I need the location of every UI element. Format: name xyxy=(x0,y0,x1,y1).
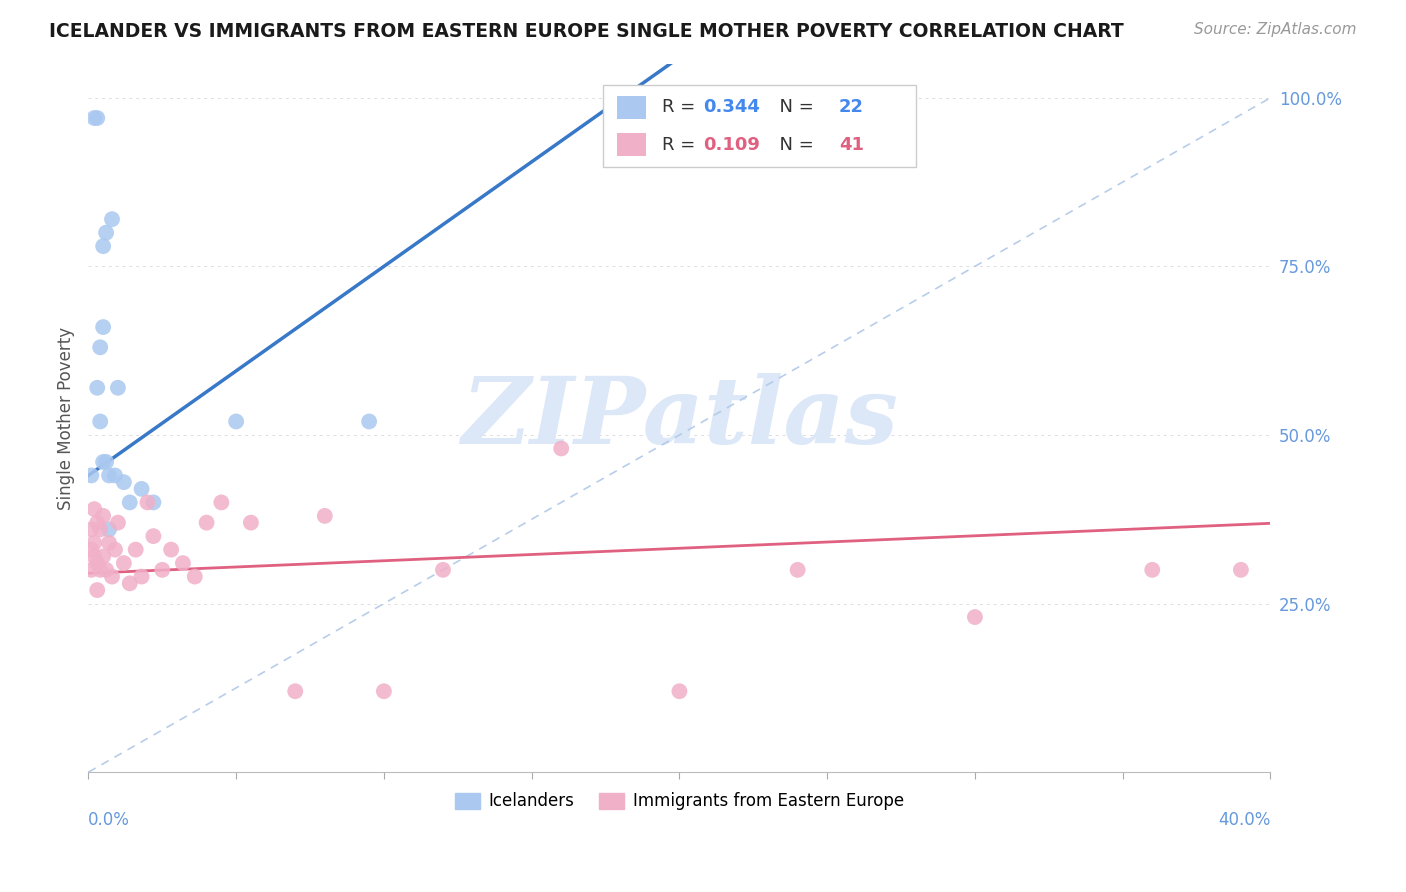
Point xyxy=(91,455,114,469)
Point xyxy=(432,563,454,577)
Point xyxy=(963,610,986,624)
Point xyxy=(91,320,114,334)
Point xyxy=(112,556,135,570)
Point xyxy=(550,442,572,456)
Point xyxy=(98,468,121,483)
Text: 0.344: 0.344 xyxy=(703,98,759,116)
Point xyxy=(786,563,808,577)
Point xyxy=(83,111,105,125)
Point xyxy=(150,563,173,577)
Point xyxy=(104,468,127,483)
Point xyxy=(112,475,135,490)
Text: 22: 22 xyxy=(839,98,865,116)
Text: R =: R = xyxy=(662,98,700,116)
Point xyxy=(118,495,141,509)
FancyBboxPatch shape xyxy=(617,134,647,156)
Point xyxy=(107,381,129,395)
Point xyxy=(83,536,105,550)
Point xyxy=(209,495,232,509)
Point xyxy=(101,212,124,227)
Point xyxy=(142,495,165,509)
Text: 41: 41 xyxy=(839,136,865,153)
Point xyxy=(225,415,247,429)
Point xyxy=(89,522,111,536)
Y-axis label: Single Mother Poverty: Single Mother Poverty xyxy=(58,326,75,509)
Point xyxy=(118,576,141,591)
Point xyxy=(86,111,108,125)
Point xyxy=(86,556,108,570)
Point xyxy=(359,415,381,429)
Point xyxy=(94,455,117,469)
Point xyxy=(373,684,395,698)
FancyBboxPatch shape xyxy=(603,86,915,167)
Point xyxy=(91,508,114,523)
Point xyxy=(160,542,183,557)
Point xyxy=(89,340,111,354)
Point xyxy=(91,549,114,564)
Text: N =: N = xyxy=(768,98,820,116)
Point xyxy=(131,482,153,496)
Text: ICELANDER VS IMMIGRANTS FROM EASTERN EUROPE SINGLE MOTHER POVERTY CORRELATION CH: ICELANDER VS IMMIGRANTS FROM EASTERN EUR… xyxy=(49,22,1123,41)
Point xyxy=(80,468,103,483)
Text: ZIPatlas: ZIPatlas xyxy=(461,373,898,463)
Point xyxy=(86,516,108,530)
Point xyxy=(184,569,207,583)
Point xyxy=(83,502,105,516)
Point xyxy=(94,563,117,577)
Point xyxy=(80,522,103,536)
Point xyxy=(1142,563,1164,577)
Point xyxy=(172,556,194,570)
Point xyxy=(80,563,103,577)
Text: 40.0%: 40.0% xyxy=(1218,811,1271,829)
Point xyxy=(104,542,127,557)
Text: 0.0%: 0.0% xyxy=(89,811,131,829)
Point xyxy=(284,684,307,698)
Legend: Icelanders, Immigrants from Eastern Europe: Icelanders, Immigrants from Eastern Euro… xyxy=(449,786,911,817)
Point xyxy=(124,542,146,557)
Point xyxy=(80,542,103,557)
Point xyxy=(131,569,153,583)
Text: Source: ZipAtlas.com: Source: ZipAtlas.com xyxy=(1194,22,1357,37)
Point xyxy=(86,381,108,395)
Text: R =: R = xyxy=(662,136,700,153)
Point xyxy=(1230,563,1253,577)
Point xyxy=(142,529,165,543)
Point xyxy=(98,536,121,550)
Point xyxy=(107,516,129,530)
Point xyxy=(89,415,111,429)
Point xyxy=(94,226,117,240)
Point xyxy=(239,516,262,530)
Point xyxy=(83,549,105,564)
Point xyxy=(91,239,114,253)
Text: 0.109: 0.109 xyxy=(703,136,759,153)
Point xyxy=(668,684,690,698)
FancyBboxPatch shape xyxy=(617,96,647,119)
Point xyxy=(89,563,111,577)
Text: N =: N = xyxy=(768,136,820,153)
Point xyxy=(195,516,218,530)
Point xyxy=(314,508,336,523)
Point xyxy=(136,495,159,509)
Point xyxy=(101,569,124,583)
Point xyxy=(98,522,121,536)
Point xyxy=(86,583,108,598)
